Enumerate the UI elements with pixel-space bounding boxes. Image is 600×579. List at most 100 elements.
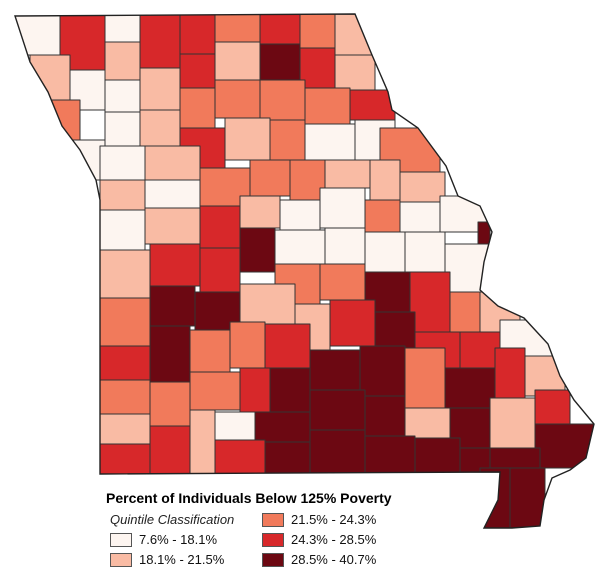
county (264, 323, 311, 369)
county (489, 397, 536, 449)
county (254, 411, 311, 443)
legend-title: Percent of Individuals Below 125% Povert… (106, 490, 392, 506)
county (494, 347, 526, 399)
county (15, 14, 61, 56)
county (144, 145, 201, 181)
county (404, 407, 451, 439)
county (104, 79, 141, 113)
county (534, 389, 571, 425)
county (309, 349, 361, 391)
legend-item: 28.5% - 40.7% (262, 552, 376, 567)
county (329, 299, 376, 347)
legend-swatch (110, 552, 132, 567)
legend-label: 7.6% - 18.1% (139, 532, 218, 547)
county (304, 123, 356, 161)
county (59, 139, 106, 181)
county (214, 79, 261, 119)
county (179, 87, 216, 129)
county (99, 249, 151, 299)
legend-item: 18.1% - 21.5% (110, 552, 224, 567)
county (149, 425, 191, 477)
county (149, 243, 201, 287)
county (199, 205, 241, 249)
county (399, 201, 441, 233)
county (269, 119, 306, 161)
county (404, 347, 446, 409)
county (144, 179, 201, 209)
county (99, 379, 151, 415)
county (99, 443, 151, 477)
county (399, 171, 446, 203)
county (239, 283, 296, 325)
county (269, 367, 311, 413)
county (479, 467, 511, 528)
county (319, 263, 366, 301)
county (404, 231, 446, 273)
county (364, 199, 401, 233)
county (239, 367, 271, 413)
county (409, 271, 451, 333)
county (289, 159, 326, 201)
legend-swatch (262, 552, 284, 567)
county (139, 109, 181, 147)
county-layer (15, 14, 594, 528)
county (509, 467, 546, 528)
legend-label: 21.5% - 24.3% (291, 512, 377, 527)
county (334, 54, 376, 91)
county (324, 227, 366, 265)
county (189, 409, 216, 475)
legend-label: 28.5% - 40.7% (291, 552, 377, 567)
county (304, 87, 351, 125)
county (214, 411, 256, 441)
county (104, 111, 141, 147)
county (229, 321, 266, 369)
county (449, 291, 481, 333)
county (149, 381, 191, 427)
county (99, 413, 151, 445)
county (99, 145, 146, 181)
county (249, 159, 291, 197)
county (364, 435, 416, 475)
county (149, 325, 191, 383)
legend-item: 24.3% - 28.5% (262, 532, 376, 547)
county (214, 41, 261, 81)
county (319, 187, 366, 229)
legend-subtitle: Quintile Classification (110, 512, 235, 527)
county (239, 195, 281, 229)
county (99, 345, 151, 381)
legend-label: 18.1% - 21.5% (139, 552, 225, 567)
legend-item: 7.6% - 18.1% (110, 532, 217, 547)
county (189, 329, 231, 373)
legend-swatch (110, 532, 132, 547)
county (349, 89, 396, 121)
county (179, 14, 216, 55)
county (364, 231, 406, 273)
county (364, 395, 406, 437)
county (239, 227, 276, 273)
county (144, 207, 201, 245)
legend: Percent of Individuals Below 125% Povert… (106, 490, 436, 570)
legend-label: 24.3% - 28.5% (291, 532, 377, 547)
county (444, 367, 496, 409)
county (99, 179, 146, 211)
county (29, 54, 71, 101)
county (99, 209, 146, 251)
county (309, 429, 366, 475)
county (259, 43, 301, 81)
county (199, 247, 241, 293)
county (149, 285, 196, 327)
county (274, 229, 326, 265)
legend-swatch (262, 512, 284, 527)
county (259, 14, 301, 45)
county (279, 199, 321, 231)
county (214, 439, 266, 477)
county (199, 167, 251, 207)
county (324, 159, 371, 189)
county (139, 67, 181, 111)
legend-item: 21.5% - 24.3% (262, 512, 376, 527)
county (369, 159, 401, 201)
county (264, 441, 311, 477)
county (299, 14, 336, 49)
